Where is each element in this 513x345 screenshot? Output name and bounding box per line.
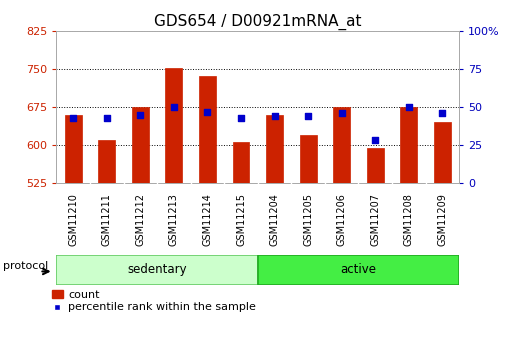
Bar xyxy=(266,115,283,183)
Point xyxy=(237,115,245,120)
Point xyxy=(170,104,178,110)
Bar xyxy=(232,142,249,183)
Text: GSM11215: GSM11215 xyxy=(236,193,246,246)
Bar xyxy=(333,107,350,183)
Point xyxy=(103,115,111,120)
Text: GSM11207: GSM11207 xyxy=(370,193,380,246)
Bar xyxy=(367,148,384,183)
Text: active: active xyxy=(341,264,377,276)
Bar xyxy=(300,135,317,183)
Point xyxy=(69,115,77,120)
Bar xyxy=(166,68,182,183)
Point xyxy=(438,110,446,116)
Point xyxy=(270,113,279,119)
Text: GSM11204: GSM11204 xyxy=(269,193,280,246)
Point xyxy=(304,113,312,119)
FancyBboxPatch shape xyxy=(56,255,258,285)
Text: sedentary: sedentary xyxy=(127,264,187,276)
Bar xyxy=(65,115,82,183)
Point xyxy=(136,112,145,117)
Text: GSM11213: GSM11213 xyxy=(169,193,179,246)
Text: GSM11206: GSM11206 xyxy=(337,193,347,246)
Title: GDS654 / D00921mRNA_at: GDS654 / D00921mRNA_at xyxy=(154,13,362,30)
Point xyxy=(405,104,413,110)
Bar xyxy=(98,140,115,183)
Legend: count, percentile rank within the sample: count, percentile rank within the sample xyxy=(52,290,256,313)
Text: GSM11209: GSM11209 xyxy=(438,193,447,246)
Point xyxy=(371,138,379,143)
Text: GSM11210: GSM11210 xyxy=(68,193,78,246)
Point xyxy=(203,109,211,114)
Text: protocol: protocol xyxy=(3,260,48,270)
Bar xyxy=(199,76,216,183)
Text: GSM11212: GSM11212 xyxy=(135,193,145,246)
Bar xyxy=(434,122,451,183)
Bar xyxy=(401,107,417,183)
Text: GSM11205: GSM11205 xyxy=(303,193,313,246)
FancyBboxPatch shape xyxy=(258,255,459,285)
Text: GSM11214: GSM11214 xyxy=(203,193,212,246)
Bar xyxy=(132,107,149,183)
Text: GSM11208: GSM11208 xyxy=(404,193,414,246)
Text: GSM11211: GSM11211 xyxy=(102,193,112,246)
Point xyxy=(338,110,346,116)
